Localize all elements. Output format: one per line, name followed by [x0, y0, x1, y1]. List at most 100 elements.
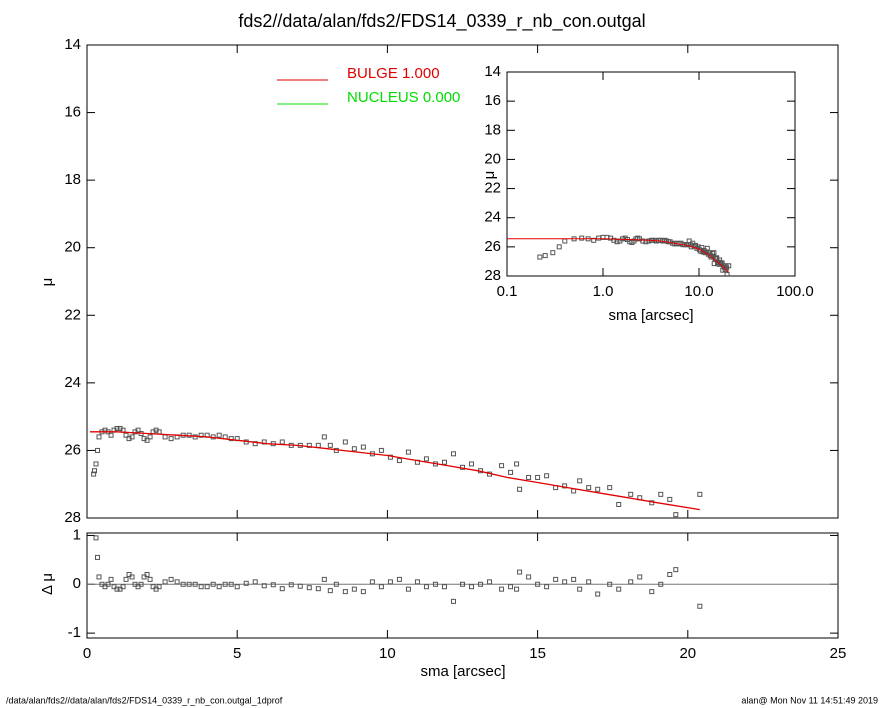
- y-tick-label: 24: [64, 374, 81, 391]
- y-tick-label: 22: [484, 180, 501, 197]
- data-point: [697, 491, 703, 497]
- data-point: [537, 254, 543, 260]
- y-tick-label: 24: [484, 209, 501, 226]
- data-point: [114, 586, 120, 592]
- data-point: [147, 434, 153, 440]
- x-tick-label: 25: [830, 645, 847, 662]
- data-point: [93, 535, 99, 541]
- data-point: [129, 574, 135, 580]
- data-point: [222, 581, 228, 587]
- data-point: [614, 239, 620, 245]
- data-point: [333, 581, 339, 587]
- data-point: [387, 454, 393, 460]
- y-tick-label: 1: [73, 526, 81, 543]
- x-tick-label: 0: [83, 645, 91, 662]
- data-point: [658, 581, 664, 587]
- x-tick-label: 1.0: [593, 283, 614, 300]
- data-point: [204, 584, 210, 590]
- data-point: [234, 584, 240, 590]
- data-point: [321, 434, 327, 440]
- data-point: [579, 235, 585, 241]
- x-tick-label: 20: [679, 645, 696, 662]
- data-point: [198, 584, 204, 590]
- data-point: [711, 250, 717, 256]
- data-point: [351, 446, 357, 452]
- data-point: [228, 436, 234, 442]
- legend-label: BULGE 1.000: [347, 65, 440, 82]
- data-point: [162, 434, 168, 440]
- data-point: [93, 526, 97, 530]
- legend-label: NUCLEUS 0.000: [347, 89, 460, 106]
- data-point: [120, 584, 126, 590]
- data-point: [123, 576, 129, 582]
- data-point: [508, 584, 514, 590]
- data-point: [628, 579, 634, 585]
- data-point: [92, 468, 98, 474]
- x-tick-label: 15: [529, 645, 546, 662]
- data-point: [709, 250, 715, 256]
- data-point: [553, 576, 559, 582]
- data-point: [595, 486, 601, 492]
- data-point: [186, 581, 192, 587]
- footer-right: alan@ Mon Nov 11 14:51:49 2019: [741, 695, 878, 705]
- data-point: [667, 572, 673, 578]
- y-tick-label: 16: [484, 92, 501, 109]
- y-tick-label: -1: [68, 624, 81, 641]
- data-point: [694, 245, 700, 251]
- data-point: [517, 486, 523, 492]
- y-axis-label: μ: [481, 171, 498, 180]
- data-point: [96, 574, 102, 580]
- data-point: [697, 603, 703, 609]
- data-point: [469, 584, 475, 590]
- data-point: [550, 250, 556, 256]
- data-point: [261, 583, 267, 589]
- data-point: [351, 586, 357, 592]
- y-tick-label: 18: [64, 171, 81, 188]
- data-point: [93, 461, 99, 467]
- y-tick-label: 18: [484, 121, 501, 138]
- x-tick-label: 10.0: [684, 283, 713, 300]
- points: [92, 521, 703, 609]
- data-point: [129, 434, 135, 440]
- data-point: [478, 581, 484, 587]
- y-tick-label: 14: [484, 63, 501, 80]
- data-point: [216, 584, 222, 590]
- data-point: [327, 588, 333, 594]
- x-tick-label: 0.1: [497, 283, 518, 300]
- data-point: [441, 459, 447, 465]
- data-point: [562, 483, 568, 489]
- data-point: [450, 451, 456, 457]
- model-line: [507, 238, 730, 273]
- data-point: [360, 444, 366, 450]
- data-point: [92, 521, 96, 525]
- data-point: [279, 439, 285, 445]
- x-tick-label: 5: [233, 645, 241, 662]
- data-point: [616, 501, 622, 507]
- data-point: [586, 485, 592, 491]
- data-point: [162, 579, 168, 585]
- data-point: [586, 579, 592, 585]
- data-point: [535, 581, 541, 587]
- data-point: [571, 488, 577, 494]
- data-point: [138, 581, 144, 587]
- data-point: [616, 586, 622, 592]
- data-point: [144, 437, 150, 443]
- data-point: [315, 586, 321, 592]
- data-point: [658, 491, 664, 497]
- data-point: [306, 585, 312, 591]
- data-point: [315, 442, 321, 448]
- data-point: [405, 586, 411, 592]
- x-tick-label: 10: [379, 645, 396, 662]
- data-point: [544, 473, 550, 479]
- data-point: [499, 463, 505, 469]
- data-point: [544, 584, 550, 590]
- x-axis-label: sma [arcsec]: [420, 663, 505, 680]
- data-point: [571, 576, 577, 582]
- data-point: [378, 584, 384, 590]
- data-point: [514, 461, 520, 467]
- plot-frame: [506, 71, 796, 277]
- data-point: [297, 583, 303, 589]
- data-point: [95, 554, 101, 560]
- data-point: [198, 432, 204, 438]
